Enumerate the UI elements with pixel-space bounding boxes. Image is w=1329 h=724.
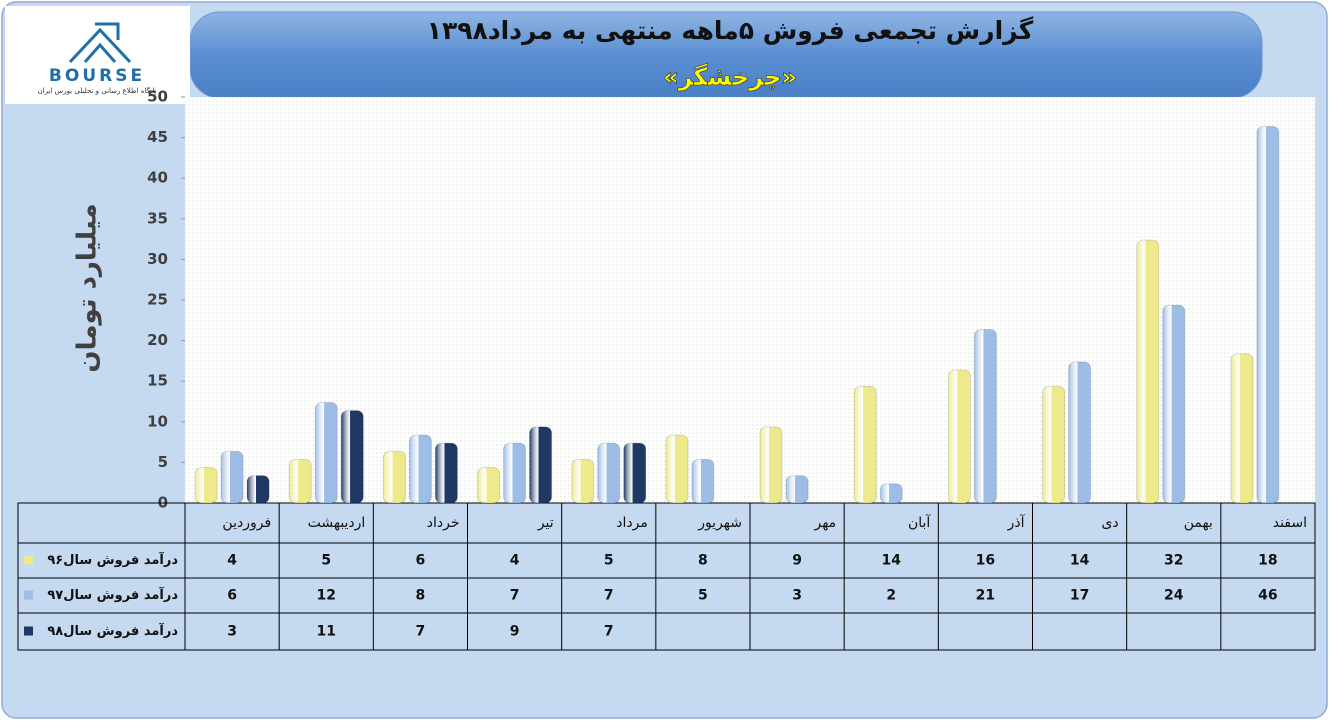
bar bbox=[434, 442, 458, 504]
table-value: 9 bbox=[792, 553, 802, 569]
bar bbox=[220, 450, 244, 504]
bar bbox=[194, 467, 218, 504]
x-tick-label: خرداد bbox=[427, 515, 460, 531]
x-tick-label: اردیبهشت bbox=[308, 515, 366, 531]
y-tick-label: 30 bbox=[147, 250, 168, 268]
table-value: 8 bbox=[416, 588, 426, 604]
y-tick-label: 20 bbox=[147, 331, 168, 349]
bar bbox=[503, 442, 527, 504]
x-tick-label: فروردین bbox=[222, 515, 271, 531]
x-tick-label: اسفند bbox=[1273, 515, 1307, 531]
bar bbox=[246, 475, 270, 504]
table-value: 4 bbox=[510, 553, 520, 569]
y-tick-label: 10 bbox=[147, 412, 168, 430]
chart-title: گزارش تجمعی فروش ۵ماهه منتهی به مرداد۱۳۹… bbox=[427, 16, 1034, 46]
table-value: 6 bbox=[227, 588, 237, 604]
y-tick-label: 5 bbox=[158, 453, 168, 471]
y-tick-label: 25 bbox=[147, 291, 168, 309]
table-value: 7 bbox=[510, 588, 520, 604]
x-tick-label: آذر bbox=[1007, 514, 1026, 531]
bar bbox=[1162, 304, 1186, 504]
x-tick-label: بهمن bbox=[1184, 515, 1213, 531]
bar bbox=[691, 458, 715, 504]
bar bbox=[853, 385, 877, 504]
bar bbox=[1136, 239, 1160, 504]
table-value: 3 bbox=[792, 588, 802, 604]
bar bbox=[408, 434, 432, 504]
legend-label: درآمد فروش سال۹۶ bbox=[47, 551, 178, 568]
table-value: 7 bbox=[604, 624, 614, 640]
table-value: 12 bbox=[317, 588, 336, 604]
x-tick-label: مهر bbox=[813, 515, 836, 531]
bar bbox=[1068, 361, 1092, 504]
table-value: 17 bbox=[1070, 588, 1089, 604]
table-value: 46 bbox=[1258, 588, 1277, 604]
table-value: 5 bbox=[321, 553, 331, 569]
bar bbox=[785, 475, 809, 504]
table-value: 6 bbox=[416, 553, 426, 569]
table-value: 7 bbox=[416, 624, 426, 640]
y-tick-label: 15 bbox=[147, 372, 168, 390]
bar bbox=[314, 402, 338, 504]
table-value: 2 bbox=[886, 588, 896, 604]
legend-swatch bbox=[24, 590, 33, 600]
y-tick-label: 45 bbox=[147, 128, 168, 146]
table-value: 14 bbox=[1070, 553, 1090, 569]
legend-label: درآمد فروش سال۹۷ bbox=[47, 586, 178, 603]
bar bbox=[597, 442, 621, 504]
table-value: 8 bbox=[698, 553, 708, 569]
bar bbox=[1256, 125, 1280, 504]
bar bbox=[665, 434, 689, 504]
logo-tagline: پایگاه اطلاع رسانی و تحلیلی بورس ایران bbox=[38, 86, 157, 95]
logo-box bbox=[5, 6, 190, 104]
bar bbox=[879, 483, 903, 504]
legend-swatch bbox=[24, 555, 33, 565]
bar bbox=[571, 458, 595, 504]
table-value: 5 bbox=[698, 588, 708, 604]
x-tick-label: دی bbox=[1101, 515, 1118, 531]
table-value: 18 bbox=[1258, 553, 1277, 569]
x-tick-label: آبان bbox=[908, 514, 931, 531]
table-value: 21 bbox=[976, 588, 995, 604]
bar bbox=[623, 442, 647, 504]
legend-swatch bbox=[24, 626, 33, 636]
table-value: 9 bbox=[510, 624, 520, 640]
bar bbox=[529, 426, 553, 504]
bar bbox=[340, 410, 364, 504]
x-tick-label: مرداد bbox=[616, 515, 648, 531]
table-value: 4 bbox=[227, 553, 237, 569]
bar bbox=[973, 328, 997, 504]
table-value: 14 bbox=[882, 553, 902, 569]
x-tick-label: شهریور bbox=[697, 515, 742, 531]
bar bbox=[477, 467, 501, 504]
y-axis-label: میلیارد تومان bbox=[73, 203, 103, 372]
table-value: 7 bbox=[604, 588, 614, 604]
bar bbox=[1042, 385, 1066, 504]
chart-subtitle: «چرخشگر» bbox=[663, 63, 797, 91]
legend-label: درآمد فروش سال۹۸ bbox=[47, 622, 178, 639]
logo-brand: BOURSE bbox=[49, 66, 145, 86]
plot-area bbox=[185, 97, 1315, 503]
table-value: 32 bbox=[1164, 553, 1183, 569]
table-value: 24 bbox=[1164, 588, 1184, 604]
y-tick-label: 35 bbox=[147, 209, 168, 227]
bar bbox=[288, 458, 312, 504]
bar bbox=[947, 369, 971, 504]
logo-icon bbox=[68, 22, 132, 64]
table-value: 16 bbox=[976, 553, 995, 569]
bar bbox=[382, 450, 406, 504]
bar bbox=[1230, 353, 1254, 504]
y-tick-label: 50 bbox=[147, 88, 168, 106]
y-tick-label: 40 bbox=[147, 169, 168, 187]
table-value: 3 bbox=[227, 624, 237, 640]
x-tick-label: تیر bbox=[537, 515, 554, 531]
bar bbox=[759, 426, 783, 504]
table-value: 11 bbox=[317, 624, 336, 640]
table-value: 5 bbox=[604, 553, 614, 569]
